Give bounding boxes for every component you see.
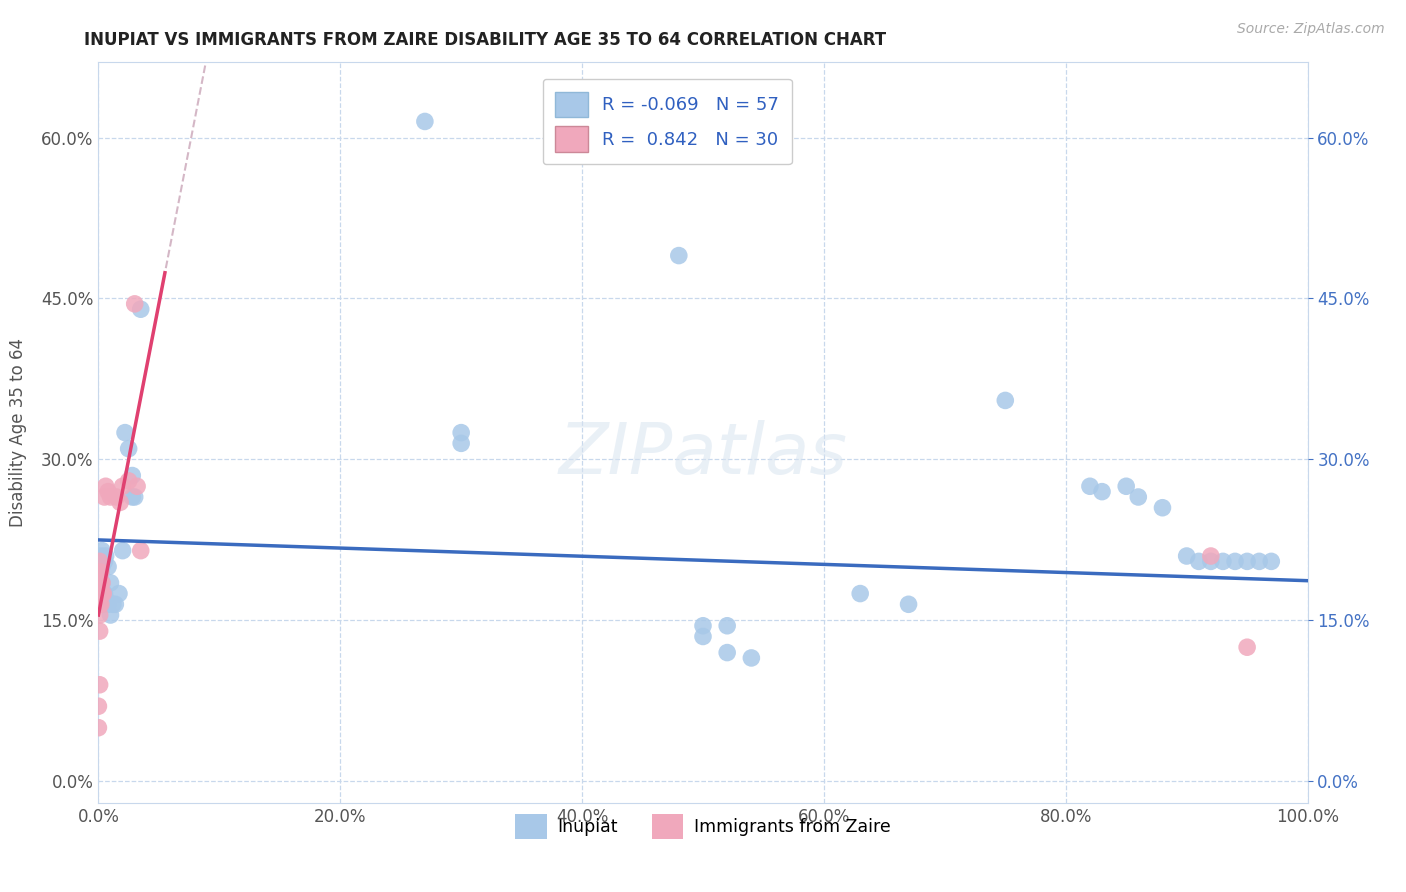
Point [93, 586, 115, 600]
Point [413, 114, 436, 128]
Point [97, 559, 120, 574]
Point [100, 575, 122, 590]
Point [1175, 549, 1198, 563]
Point [111, 479, 134, 493]
Point [124, 490, 146, 504]
Point [127, 479, 149, 493]
Y-axis label: Disability Age 35 to 64: Disability Age 35 to 64 [10, 338, 27, 527]
Point [1128, 490, 1150, 504]
Point [994, 393, 1017, 408]
Point [91, 554, 114, 568]
Point [90, 549, 112, 563]
Point [94, 549, 117, 563]
Point [89, 565, 111, 579]
Point [97, 597, 120, 611]
Text: ZIPatlas: ZIPatlas [558, 420, 848, 490]
Point [1223, 554, 1246, 568]
Point [101, 597, 124, 611]
Point [129, 543, 152, 558]
Point [1078, 479, 1101, 493]
Point [118, 474, 141, 488]
Point [692, 630, 714, 644]
Point [740, 651, 762, 665]
Point [90, 586, 112, 600]
Point [104, 597, 127, 611]
Point [108, 495, 131, 509]
Point [1249, 554, 1271, 568]
Point [100, 607, 122, 622]
Point [87, 721, 110, 735]
Point [90, 575, 112, 590]
Point [89, 678, 111, 692]
Point [1260, 554, 1282, 568]
Point [91, 597, 114, 611]
Point [89, 597, 111, 611]
Point [97, 484, 120, 499]
Point [100, 490, 122, 504]
Point [129, 302, 152, 317]
Point [849, 586, 872, 600]
Point [91, 586, 114, 600]
Point [93, 554, 115, 568]
Point [91, 559, 114, 574]
Point [692, 619, 714, 633]
Point [1236, 640, 1258, 655]
Point [90, 597, 112, 611]
Point [90, 565, 112, 579]
Point [897, 597, 920, 611]
Point [94, 479, 117, 493]
Point [1152, 500, 1174, 515]
Point [90, 565, 112, 579]
Point [89, 586, 111, 600]
Point [89, 575, 111, 590]
Point [121, 468, 143, 483]
Point [89, 586, 111, 600]
Point [668, 249, 690, 263]
Point [124, 297, 146, 311]
Point [89, 554, 111, 568]
Point [91, 586, 114, 600]
Point [111, 543, 134, 558]
Point [450, 436, 472, 450]
Point [716, 646, 738, 660]
Point [91, 575, 114, 590]
Point [1199, 554, 1222, 568]
Point [90, 586, 112, 600]
Point [89, 565, 111, 579]
Point [89, 565, 111, 579]
Text: INUPIAT VS IMMIGRANTS FROM ZAIRE DISABILITY AGE 35 TO 64 CORRELATION CHART: INUPIAT VS IMMIGRANTS FROM ZAIRE DISABIL… [84, 31, 887, 49]
Point [89, 554, 111, 568]
Point [90, 575, 112, 590]
Point [89, 624, 111, 639]
Point [1188, 554, 1211, 568]
Point [93, 490, 115, 504]
Point [108, 586, 131, 600]
Point [114, 425, 136, 440]
Point [91, 543, 114, 558]
Point [1115, 479, 1137, 493]
Point [94, 591, 117, 606]
Point [91, 586, 114, 600]
Point [1199, 549, 1222, 563]
Point [91, 575, 114, 590]
Point [87, 699, 110, 714]
Point [89, 607, 111, 622]
Point [118, 442, 141, 456]
Point [450, 425, 472, 440]
Text: Source: ZipAtlas.com: Source: ZipAtlas.com [1237, 22, 1385, 37]
Point [716, 619, 738, 633]
Point [121, 490, 143, 504]
Point [1236, 554, 1258, 568]
Point [1091, 484, 1114, 499]
Legend: Inupiat, Immigrants from Zaire: Inupiat, Immigrants from Zaire [509, 807, 897, 846]
Point [1212, 554, 1234, 568]
Point [105, 490, 128, 504]
